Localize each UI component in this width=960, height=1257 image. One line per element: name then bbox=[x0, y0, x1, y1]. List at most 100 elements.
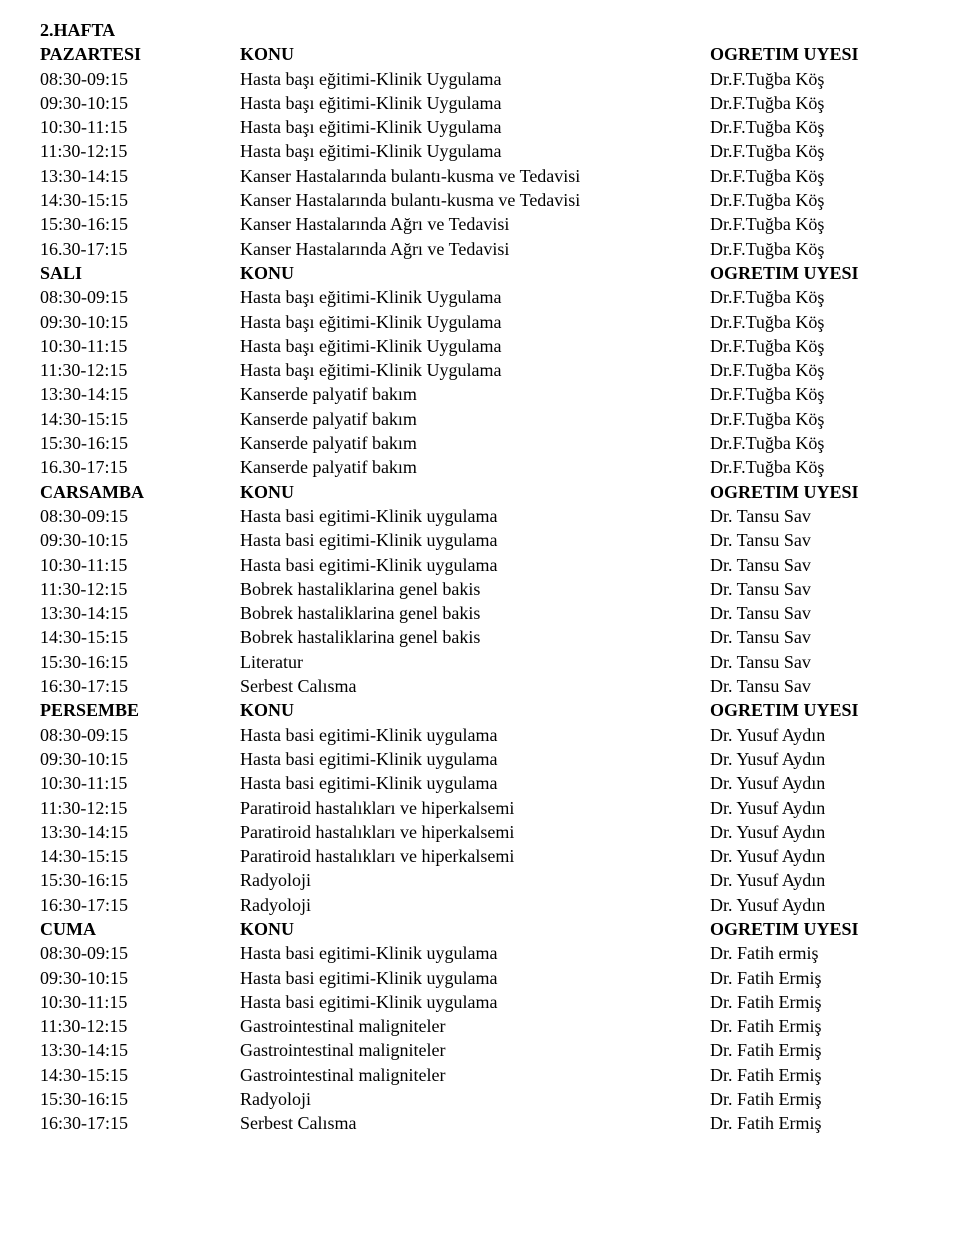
topic-cell: Kanser Hastalarında bulantı-kusma ve Ted… bbox=[240, 188, 710, 212]
time-cell: 10:30-11:15 bbox=[40, 990, 240, 1014]
time-cell: 16.30-17:15 bbox=[40, 237, 240, 261]
schedule-row: 16:30-17:15Serbest CalısmaDr. Fatih Ermi… bbox=[40, 1111, 920, 1135]
instructor-cell: Dr. Yusuf Aydın bbox=[710, 844, 920, 868]
time-cell: 11:30-12:15 bbox=[40, 1014, 240, 1038]
instructor-cell: Dr. Yusuf Aydın bbox=[710, 723, 920, 747]
topic-cell: Kanserde palyatif bakım bbox=[240, 382, 710, 406]
instructor-cell: Dr.F.Tuğba Köş bbox=[710, 212, 920, 236]
instructor-cell: Dr. Tansu Sav bbox=[710, 504, 920, 528]
instructor-cell: Dr. Tansu Sav bbox=[710, 674, 920, 698]
instructor-cell: Dr. Fatih Ermiş bbox=[710, 1063, 920, 1087]
day-header-row: CUMAKONUOGRETIM UYESI bbox=[40, 917, 920, 941]
topic-cell: Paratiroid hastalıkları ve hiperkalsemi bbox=[240, 844, 710, 868]
schedule-row: 16:30-17:15Serbest CalısmaDr. Tansu Sav bbox=[40, 674, 920, 698]
instructor-cell: Dr. Tansu Sav bbox=[710, 650, 920, 674]
column-header-topic: KONU bbox=[240, 698, 710, 722]
time-cell: 15:30-16:15 bbox=[40, 212, 240, 236]
instructor-cell: Dr. Fatih Ermiş bbox=[710, 966, 920, 990]
day-name: CARSAMBA bbox=[40, 480, 240, 504]
schedule-row: 13:30-14:15Kanserde palyatif bakımDr.F.T… bbox=[40, 382, 920, 406]
schedule-row: 09:30-10:15Hasta başı eğitimi-Klinik Uyg… bbox=[40, 310, 920, 334]
topic-cell: Hasta basi egitimi-Klinik uygulama bbox=[240, 941, 710, 965]
instructor-cell: Dr.F.Tuğba Köş bbox=[710, 91, 920, 115]
topic-cell: Gastrointestinal maligniteler bbox=[240, 1014, 710, 1038]
schedule-page: 2.HAFTA PAZARTESIKONUOGRETIM UYESI08:30-… bbox=[0, 0, 960, 1176]
topic-cell: Hasta başı eğitimi-Klinik Uygulama bbox=[240, 139, 710, 163]
topic-cell: Hasta basi egitimi-Klinik uygulama bbox=[240, 528, 710, 552]
time-cell: 10:30-11:15 bbox=[40, 334, 240, 358]
day-name: PAZARTESI bbox=[40, 42, 240, 66]
time-cell: 09:30-10:15 bbox=[40, 966, 240, 990]
days-container: PAZARTESIKONUOGRETIM UYESI08:30-09:15Has… bbox=[40, 42, 920, 1135]
column-header-instructor: OGRETIM UYESI bbox=[710, 698, 920, 722]
week-title: 2.HAFTA bbox=[40, 18, 240, 42]
time-cell: 10:30-11:15 bbox=[40, 771, 240, 795]
time-cell: 15:30-16:15 bbox=[40, 1087, 240, 1111]
topic-cell: Kanserde palyatif bakım bbox=[240, 455, 710, 479]
instructor-cell: Dr. Fatih Ermiş bbox=[710, 1087, 920, 1111]
instructor-cell: Dr. Fatih ermiş bbox=[710, 941, 920, 965]
schedule-row: 11:30-12:15Bobrek hastaliklarina genel b… bbox=[40, 577, 920, 601]
schedule-row: 15:30-16:15Kanserde palyatif bakımDr.F.T… bbox=[40, 431, 920, 455]
schedule-row: 15:30-16:15LiteraturDr. Tansu Sav bbox=[40, 650, 920, 674]
topic-cell: Hasta basi egitimi-Klinik uygulama bbox=[240, 553, 710, 577]
day-header-row: PERSEMBEKONUOGRETIM UYESI bbox=[40, 698, 920, 722]
schedule-row: 14:30-15:15Paratiroid hastalıkları ve hi… bbox=[40, 844, 920, 868]
topic-cell: Hasta basi egitimi-Klinik uygulama bbox=[240, 723, 710, 747]
time-cell: 15:30-16:15 bbox=[40, 650, 240, 674]
time-cell: 09:30-10:15 bbox=[40, 528, 240, 552]
topic-cell: Radyoloji bbox=[240, 868, 710, 892]
time-cell: 14:30-15:15 bbox=[40, 844, 240, 868]
instructor-cell: Dr.F.Tuğba Köş bbox=[710, 431, 920, 455]
column-header-topic: KONU bbox=[240, 42, 710, 66]
schedule-row: 08:30-09:15Hasta başı eğitimi-Klinik Uyg… bbox=[40, 285, 920, 309]
schedule-row: 15:30-16:15Kanser Hastalarında Ağrı ve T… bbox=[40, 212, 920, 236]
instructor-cell: Dr. Yusuf Aydın bbox=[710, 796, 920, 820]
column-header-topic: KONU bbox=[240, 917, 710, 941]
schedule-row: 10:30-11:15Hasta basi egitimi-Klinik uyg… bbox=[40, 990, 920, 1014]
day-name: SALI bbox=[40, 261, 240, 285]
topic-cell: Kanserde palyatif bakım bbox=[240, 407, 710, 431]
time-cell: 13:30-14:15 bbox=[40, 164, 240, 188]
time-cell: 11:30-12:15 bbox=[40, 796, 240, 820]
schedule-row: 14:30-15:15Kanserde palyatif bakımDr.F.T… bbox=[40, 407, 920, 431]
topic-cell: Hasta başı eğitimi-Klinik Uygulama bbox=[240, 285, 710, 309]
topic-cell: Hasta başı eğitimi-Klinik Uygulama bbox=[240, 358, 710, 382]
schedule-row: 13:30-14:15Gastrointestinal maligniteler… bbox=[40, 1038, 920, 1062]
topic-cell: Hasta basi egitimi-Klinik uygulama bbox=[240, 990, 710, 1014]
time-cell: 16:30-17:15 bbox=[40, 893, 240, 917]
time-cell: 14:30-15:15 bbox=[40, 407, 240, 431]
column-header-instructor: OGRETIM UYESI bbox=[710, 261, 920, 285]
column-header-instructor: OGRETIM UYESI bbox=[710, 42, 920, 66]
topic-cell: Radyoloji bbox=[240, 1087, 710, 1111]
day-name: PERSEMBE bbox=[40, 698, 240, 722]
column-header-topic: KONU bbox=[240, 261, 710, 285]
schedule-row: 13:30-14:15Paratiroid hastalıkları ve hi… bbox=[40, 820, 920, 844]
topic-cell: Hasta başı eğitimi-Klinik Uygulama bbox=[240, 91, 710, 115]
schedule-row: 09:30-10:15Hasta basi egitimi-Klinik uyg… bbox=[40, 966, 920, 990]
schedule-row: 08:30-09:15 Hasta basi egitimi-Klinik uy… bbox=[40, 723, 920, 747]
time-cell: 09:30-10:15 bbox=[40, 91, 240, 115]
time-cell: 13:30-14:15 bbox=[40, 820, 240, 844]
schedule-row: 11:30-12:15Hasta başı eğitimi-Klinik Uyg… bbox=[40, 139, 920, 163]
instructor-cell: Dr. Fatih Ermiş bbox=[710, 1111, 920, 1135]
time-cell: 14:30-15:15 bbox=[40, 625, 240, 649]
schedule-row: 10:30-11:15Hasta başı eğitimi-Klinik Uyg… bbox=[40, 115, 920, 139]
topic-cell: Bobrek hastaliklarina genel bakis bbox=[240, 625, 710, 649]
schedule-row: 10:30-11:15Hasta basi egitimi-Klinik uyg… bbox=[40, 771, 920, 795]
topic-cell: Kanser Hastalarında bulantı-kusma ve Ted… bbox=[240, 164, 710, 188]
day-name: CUMA bbox=[40, 917, 240, 941]
time-cell: 10:30-11:15 bbox=[40, 553, 240, 577]
topic-cell: Bobrek hastaliklarina genel bakis bbox=[240, 601, 710, 625]
time-cell: 14:30-15:15 bbox=[40, 188, 240, 212]
time-cell: 08:30-09:15 bbox=[40, 941, 240, 965]
instructor-cell: Dr.F.Tuğba Köş bbox=[710, 407, 920, 431]
instructor-cell: Dr. Yusuf Aydın bbox=[710, 820, 920, 844]
day-header-row: PAZARTESIKONUOGRETIM UYESI bbox=[40, 42, 920, 66]
instructor-cell: Dr. Tansu Sav bbox=[710, 601, 920, 625]
time-cell: 09:30-10:15 bbox=[40, 747, 240, 771]
schedule-row: 14:30-15:15Gastrointestinal maligniteler… bbox=[40, 1063, 920, 1087]
time-cell: 13:30-14:15 bbox=[40, 1038, 240, 1062]
instructor-cell: Dr.F.Tuğba Köş bbox=[710, 164, 920, 188]
column-header-instructor: OGRETIM UYESI bbox=[710, 917, 920, 941]
